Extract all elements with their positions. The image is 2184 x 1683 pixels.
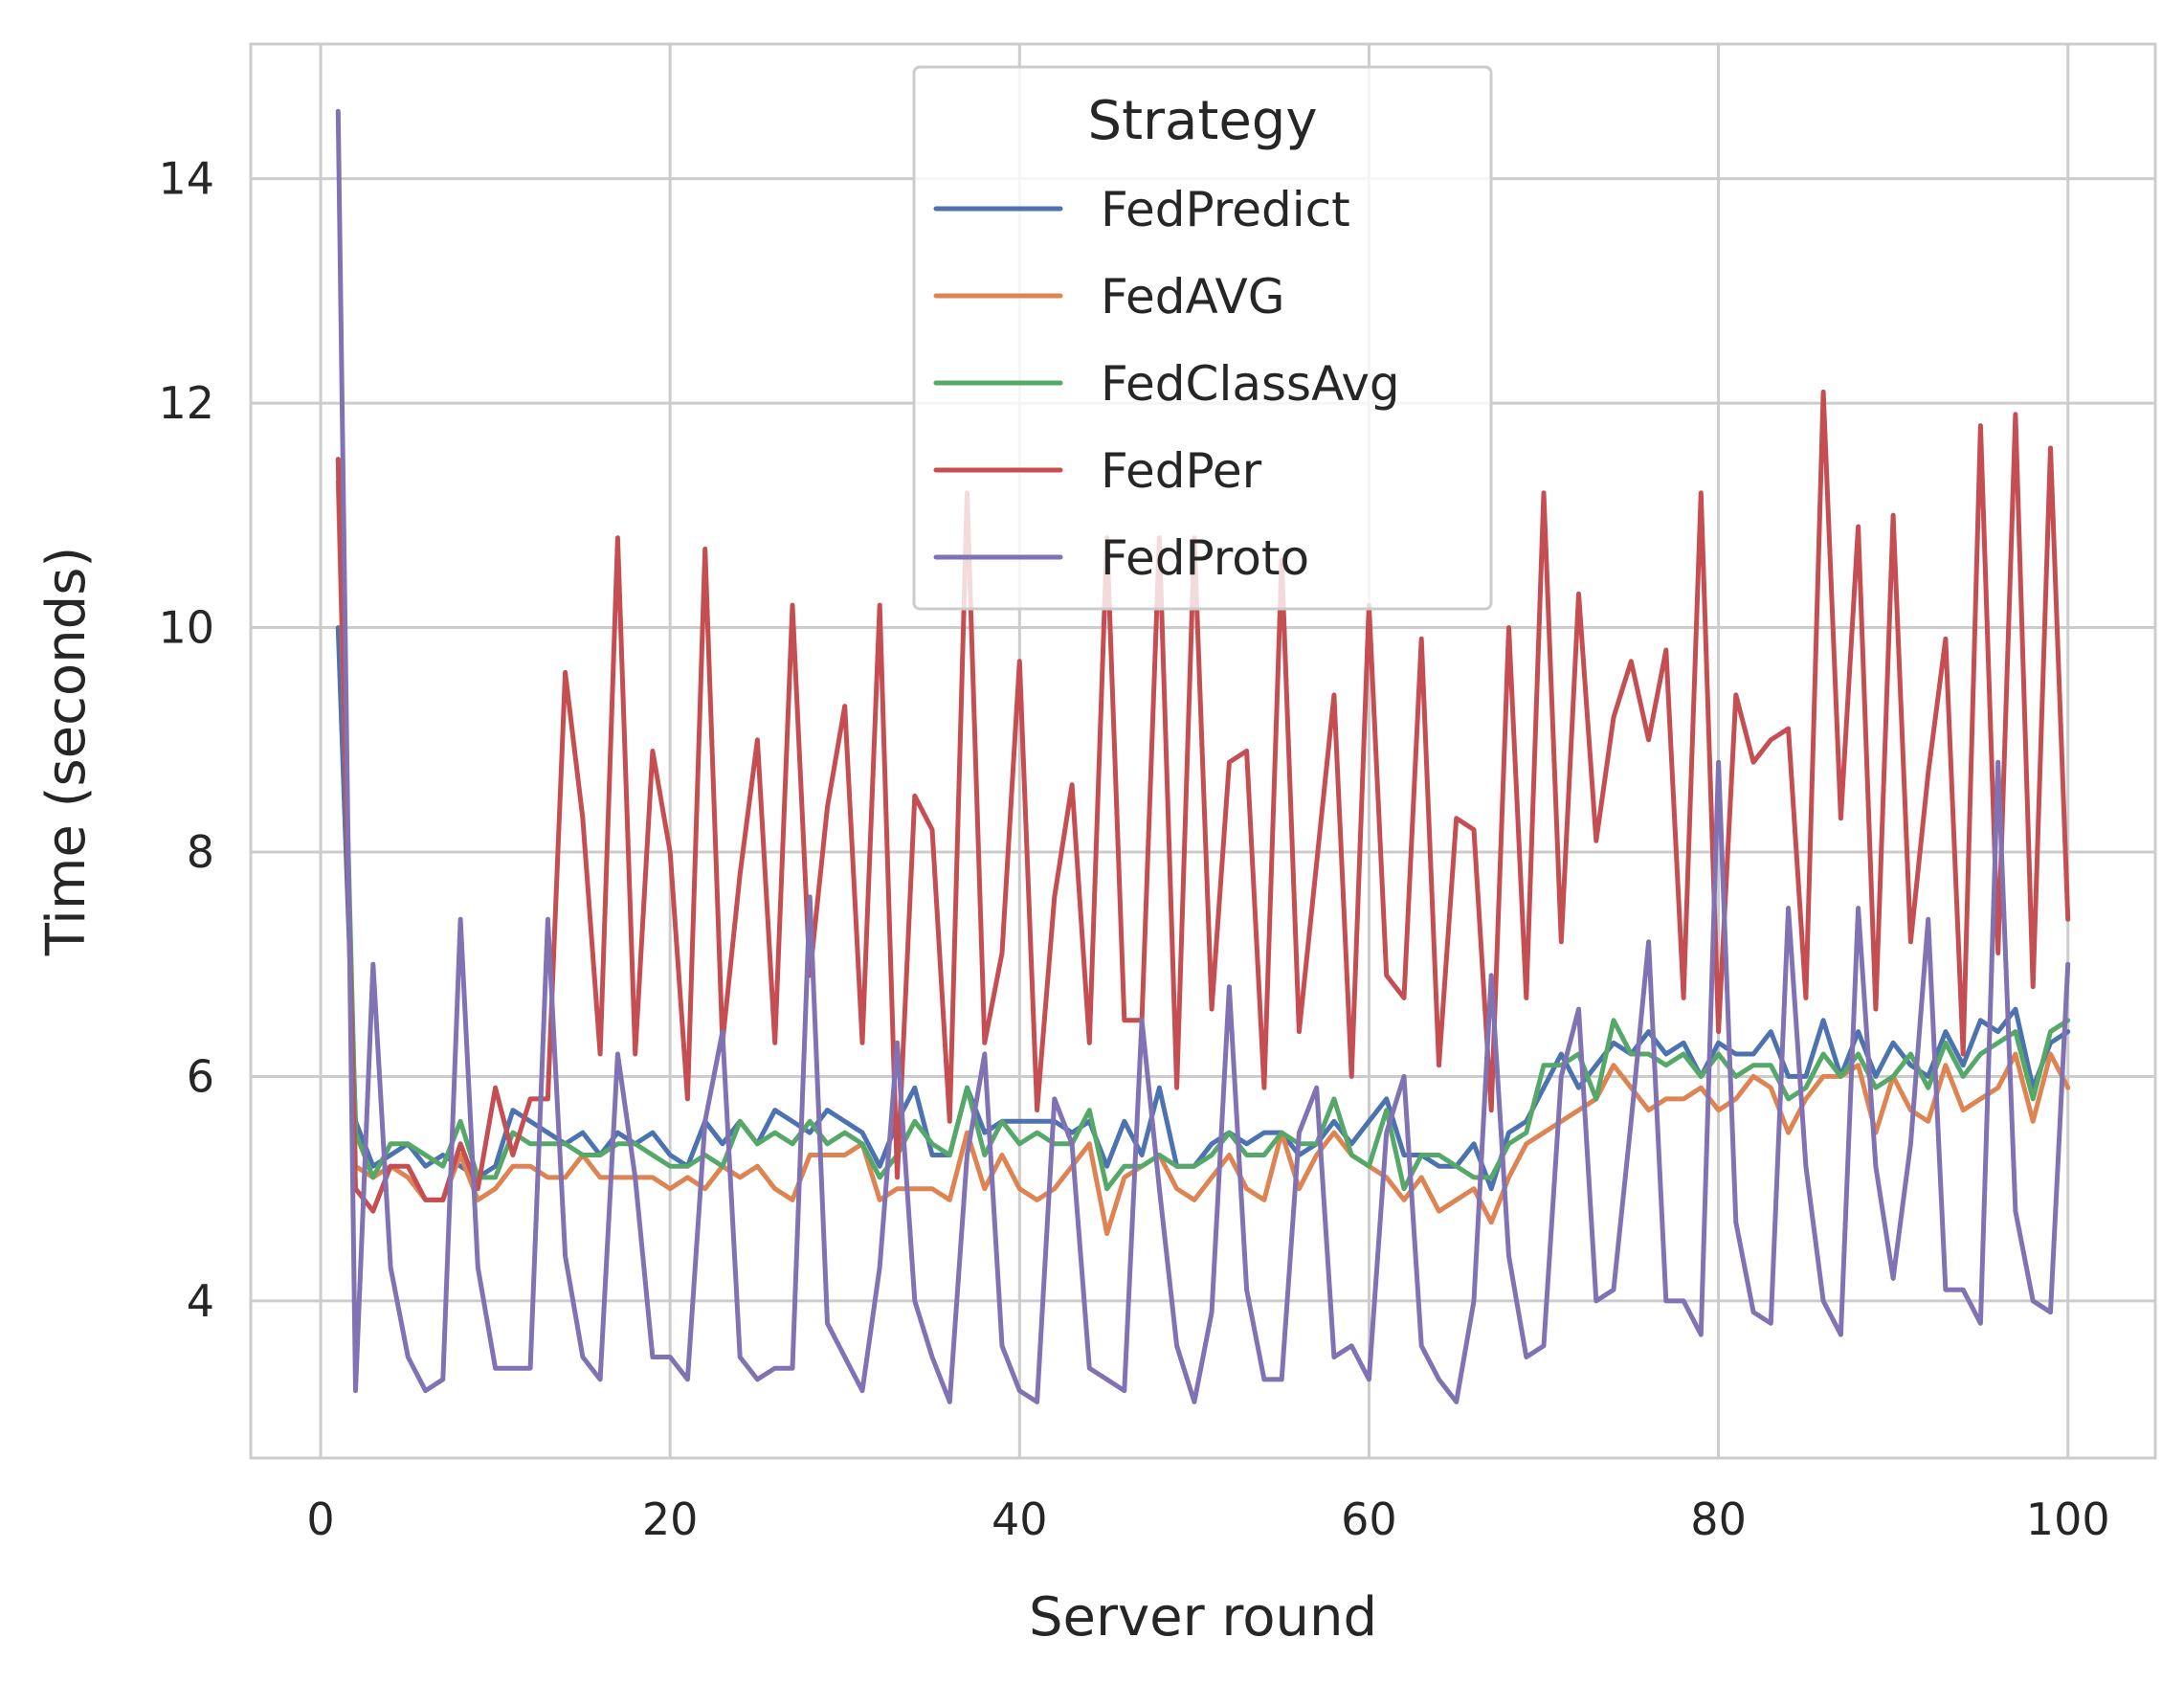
legend-box	[912, 65, 1493, 611]
y-axis-label: Time (seconds)	[35, 547, 98, 956]
legend-label: FedPredict	[1101, 182, 1350, 237]
x-tick-label: 80	[1690, 1493, 1747, 1545]
y-tick-label: 12	[158, 377, 214, 429]
series-layer	[335, 108, 2071, 1404]
legend-label: FedClassAvg	[1101, 356, 1400, 412]
y-tick-label: 6	[187, 1050, 214, 1102]
x-tick-label: 20	[642, 1493, 699, 1545]
x-tick-label: 60	[1341, 1493, 1397, 1545]
series-line-fedpredict	[335, 625, 2071, 1192]
series-line-fedper	[335, 389, 2071, 1214]
legend-item: FedClassAvg	[933, 356, 1400, 412]
plot-frame	[249, 42, 2157, 1460]
x-axis-ticks: 0 20 40 60 80 100	[306, 1493, 2109, 1545]
y-tick-label: 14	[158, 153, 214, 205]
y-tick-label: 10	[158, 602, 214, 654]
series-line-fedproto	[335, 108, 2071, 1404]
legend-item: FedPredict	[933, 182, 1350, 237]
y-tick-label: 8	[187, 826, 214, 878]
x-tick-label: 0	[306, 1493, 334, 1545]
legend-title: Strategy	[1088, 90, 1318, 152]
x-tick-label: 40	[992, 1493, 1048, 1545]
legend-label: FedAVG	[1101, 269, 1284, 325]
x-tick-label: 100	[2026, 1493, 2110, 1545]
legend-item: FedPer	[933, 443, 1262, 499]
legend-item: FedAVG	[933, 269, 1284, 325]
legend-label: FedPer	[1101, 443, 1262, 499]
y-axis-ticks: 4 6 8 10 12 14	[158, 153, 214, 1327]
legend-item: FedProto	[933, 530, 1309, 586]
legend: Strategy FedPredictFedAVGFedClassAvgFedP…	[912, 65, 1493, 611]
x-axis-label: Server round	[1029, 1586, 1377, 1649]
legend-label: FedProto	[1101, 530, 1309, 586]
legend-items: FedPredict FedAVG FedClassAvg FedPer FedProt…	[933, 182, 1400, 586]
y-tick-label: 4	[187, 1275, 214, 1327]
